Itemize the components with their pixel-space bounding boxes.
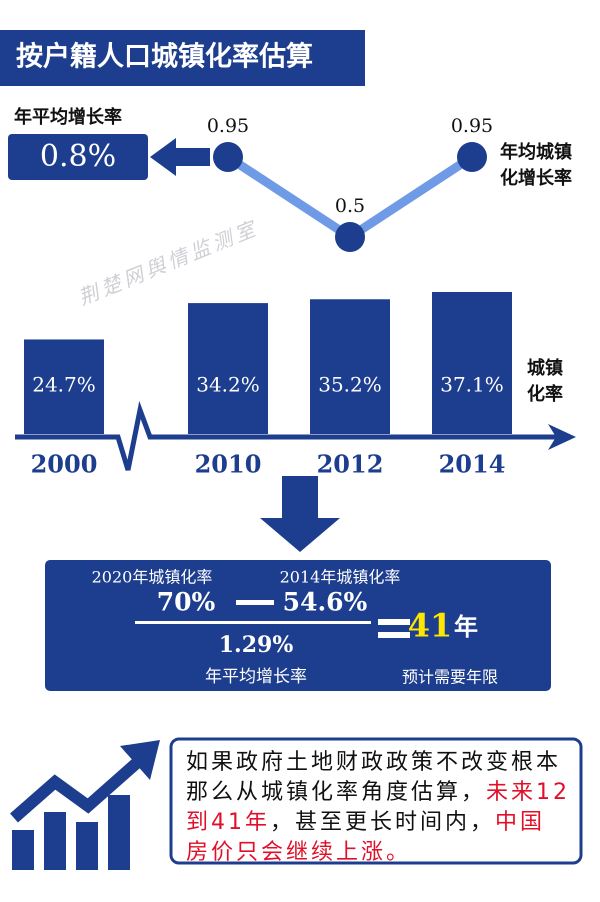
line-point	[335, 222, 365, 252]
line-chart: 0.95 0.5 0.95	[207, 115, 493, 252]
conclusion-segment: 如果政府土地财政政策不改变根本那么从城镇化率角度估算，	[186, 750, 562, 805]
equals-sign	[378, 632, 410, 638]
line-point	[457, 142, 487, 172]
result-unit: 年	[454, 613, 478, 641]
left-arrow	[150, 138, 210, 176]
minus-sign	[236, 600, 274, 605]
conclusion-segment: 中国房价只会继续上涨。	[186, 810, 546, 865]
fraction-line	[135, 621, 371, 624]
conclusion-box	[169, 737, 583, 865]
target-label: 2020年城镇化率	[92, 568, 213, 587]
bar-label: 城镇化率	[527, 358, 563, 405]
bar-value-label: 34.2%	[196, 373, 260, 397]
bar-value-label: 35.2%	[318, 373, 382, 397]
bar-chart: 24.7% 2000 34.2% 2010 35.2% 2012 37.1% 2014	[24, 292, 512, 479]
header-bg	[0, 30, 365, 86]
formula: 2020年城镇化率 2014年城镇化率 70% 54.6% 1.29% 年平均增…	[92, 568, 498, 688]
year-label: 2014	[439, 450, 506, 479]
formula-box	[45, 560, 551, 691]
current: 54.6%	[283, 588, 368, 617]
bar	[188, 303, 268, 434]
equals-sign	[378, 619, 410, 625]
bar	[310, 299, 390, 434]
axis-arrowhead	[548, 424, 576, 450]
growth-label: 年平均增长率	[14, 106, 122, 128]
result-label: 预计需要年限	[402, 668, 498, 687]
point-label: 0.5	[335, 195, 365, 217]
target: 70%	[157, 588, 216, 617]
result: 41	[408, 607, 453, 645]
conclusion-segment: ，甚至更长时间内，	[270, 810, 496, 835]
point-label: 0.95	[451, 115, 493, 137]
conclusion-segment: 未来12到41年	[186, 780, 571, 835]
bar	[432, 292, 512, 434]
conclusion: 如果政府土地财政政策不改变根本那么从城镇化率角度估算，未来12到41年，甚至更长…	[186, 748, 570, 868]
current-label: 2014年城镇化率	[280, 568, 401, 587]
bar	[24, 339, 104, 434]
line-point	[213, 142, 243, 172]
title: 按户籍人口城镇化率估算	[16, 41, 313, 73]
rate-label: 年平均增长率	[205, 667, 307, 687]
year-label: 2010	[195, 450, 262, 479]
year-label: 2000	[31, 450, 98, 479]
rate: 1.29%	[219, 632, 294, 658]
watermark: 荆楚网舆情监测室	[75, 216, 262, 310]
line-label: 年均城镇化增长率	[500, 142, 572, 189]
bar-value-label: 37.1%	[440, 373, 504, 397]
bar-value-label: 24.7%	[32, 373, 96, 397]
growth-value: 0.8%	[40, 139, 116, 174]
year-label: 2012	[317, 450, 384, 479]
down-arrow	[260, 476, 340, 552]
growth-box	[8, 134, 148, 180]
time-axis	[15, 400, 556, 471]
point-label: 0.95	[207, 115, 249, 137]
growth-icon	[10, 740, 160, 870]
